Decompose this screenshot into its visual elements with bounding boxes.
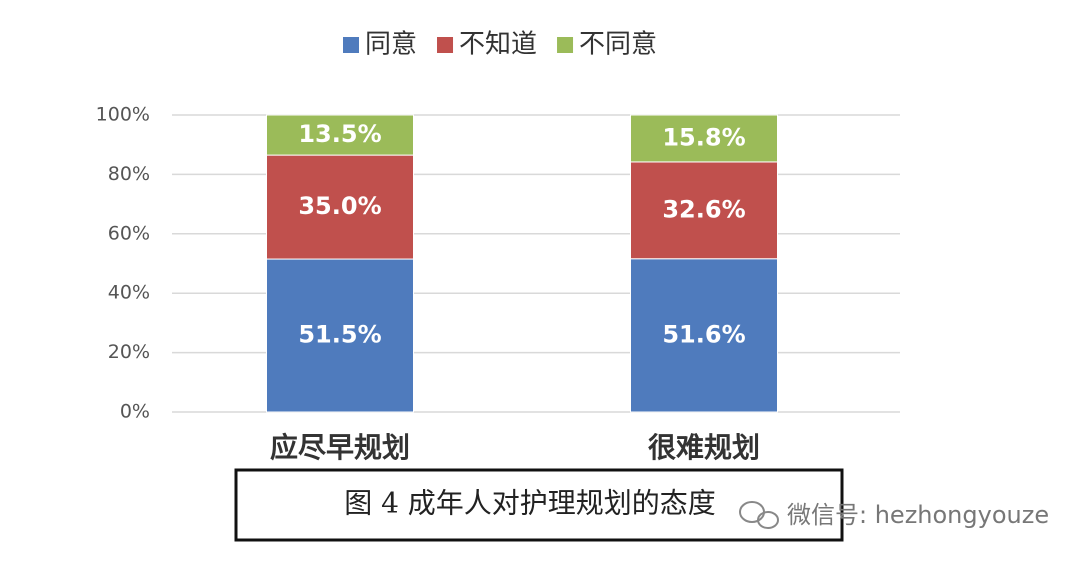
value-label: 51.5%: [298, 321, 381, 349]
watermark-icon: [739, 501, 779, 529]
legend-swatch: [343, 37, 359, 53]
y-tick-label: 20%: [108, 341, 150, 363]
watermark: 微信号: hezhongyouze: [787, 501, 1049, 529]
bar-segment: [630, 114, 778, 163]
legend-label: 不同意: [579, 30, 657, 60]
legend-swatch: [437, 37, 454, 53]
legend-label: 不知道: [459, 30, 537, 60]
y-tick-label: 80%: [108, 163, 150, 185]
value-label: 13.5%: [298, 120, 381, 148]
bar-segment: [266, 114, 414, 156]
y-tick-label: 60%: [108, 222, 150, 244]
value-label: 51.6%: [662, 320, 745, 348]
x-tick-label: 应尽早规划: [270, 431, 410, 464]
legend-swatch: [557, 37, 574, 53]
bar-segment: [266, 154, 414, 260]
caption: 图 4 成年人对护理规划的态度: [344, 487, 716, 520]
value-label: 15.8%: [662, 123, 745, 151]
y-tick-label: 100%: [96, 104, 150, 126]
legend-label: 同意: [365, 30, 417, 60]
bar-segment: [630, 161, 778, 260]
value-label: 32.6%: [662, 195, 745, 223]
y-tick-label: 0%: [120, 401, 150, 423]
value-label: 35.0%: [298, 192, 381, 220]
caption-box: [234, 468, 844, 542]
bar-segment: [630, 258, 778, 413]
y-tick-label: 40%: [108, 282, 150, 304]
x-tick-label: 很难规划: [648, 431, 760, 464]
